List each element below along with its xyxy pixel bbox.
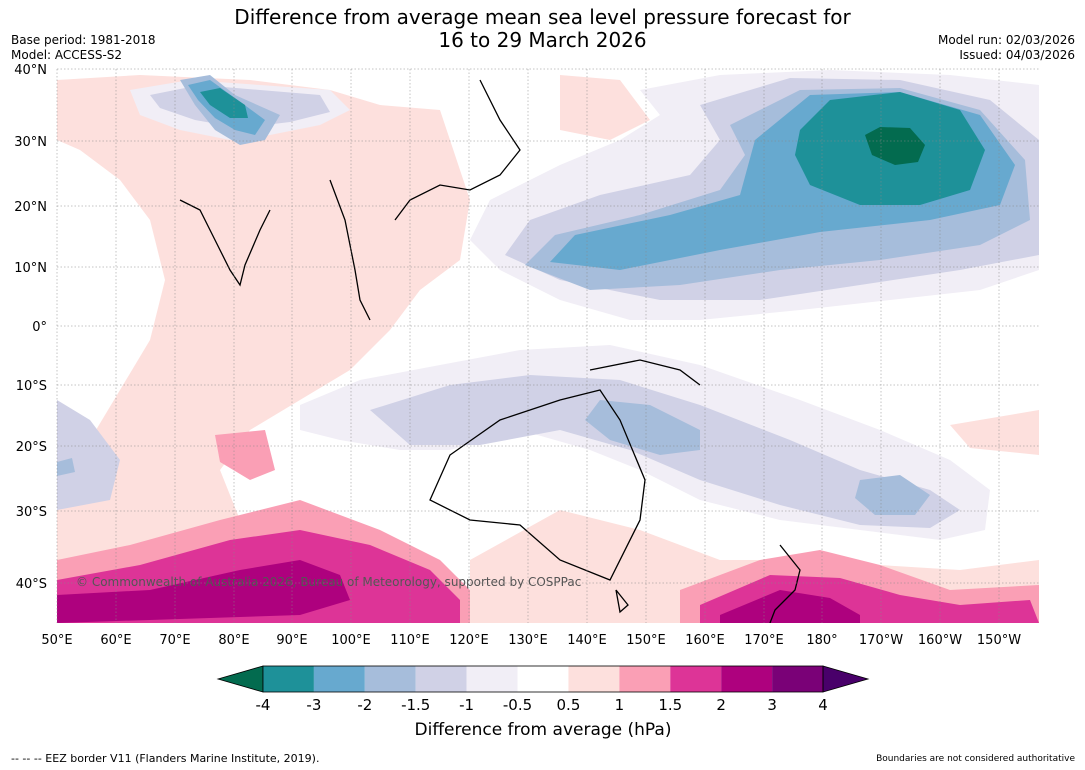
eez-note: -- -- -- EEZ border V11 (Flanders Marine… [11, 752, 320, 765]
colorbar-bin [619, 666, 671, 692]
colorbar-bin [313, 666, 365, 692]
colorbar-bin [670, 666, 722, 692]
lon-label: 160°E [685, 633, 725, 648]
colorbar-tick-label: 0.5 [557, 696, 581, 714]
colorbar: -4 -3 -2 -1.5 -1 -0.5 0.5 1 1.5 2 3 4 [216, 665, 870, 714]
lon-label: 60°E [100, 633, 131, 648]
colorbar-tick-label: -1 [459, 696, 474, 714]
colorbar-bin [466, 666, 518, 692]
issued-date: Issued: 04/03/2026 [959, 48, 1075, 62]
latitude-labels: 40°N 30°N 20°N 10°N 0° 10°S 20°S 30°S 40… [14, 63, 47, 592]
lon-label: 110°E [390, 633, 430, 648]
colorbar-frame [262, 665, 824, 693]
colorbar-tick-label: 4 [818, 696, 828, 714]
colorbar-bin [263, 666, 314, 692]
lon-label: 170°W [859, 633, 903, 648]
lat-label: 40°N [14, 63, 47, 78]
colorbar-bin [415, 666, 467, 692]
colorbar-bin [721, 666, 773, 692]
coastlines [179, 79, 801, 623]
lon-label: 140°E [567, 633, 607, 648]
title-line1: Difference from average mean sea level p… [234, 5, 851, 29]
colorbar-tick-label: -2 [357, 696, 372, 714]
lat-label: 0° [32, 320, 47, 335]
lon-label: 100°E [331, 633, 371, 648]
pressure-anomaly-field [57, 69, 1039, 623]
copyright-note: © Commonwealth of Australia 2026, Bureau… [76, 575, 581, 589]
lon-label: 90°E [276, 633, 307, 648]
graticule [56, 68, 1039, 623]
positive-anomaly-indian-ocean [57, 75, 470, 623]
positive-anomaly-north-pacific [560, 75, 650, 140]
title-line2: 16 to 29 March 2026 [438, 28, 647, 52]
lat-label: 40°S [16, 577, 47, 592]
lon-label: 180° [806, 633, 837, 648]
lon-label: 50°E [41, 633, 72, 648]
lon-label: 150°W [977, 633, 1021, 648]
lat-label: 10°N [14, 261, 47, 276]
colorbar-bin [364, 666, 416, 692]
lat-label: 20°S [16, 440, 47, 455]
colorbar-tick-label: 2 [716, 696, 726, 714]
colorbar-tick-label: -0.5 [503, 696, 532, 714]
colorbar-tick-label: -1.5 [401, 696, 430, 714]
lon-label: 170°E [744, 633, 784, 648]
colorbar-bin [517, 666, 569, 692]
colorbar-bin [568, 666, 620, 692]
lon-label: 150°E [626, 633, 666, 648]
base-period: Base period: 1981-2018 [11, 33, 156, 47]
longitude-labels: 50°E 60°E 70°E 80°E 90°E 100°E 110°E 120… [41, 633, 1021, 648]
colorbar-title: Difference from average (hPa) [414, 720, 672, 740]
lat-label: 30°S [16, 505, 47, 520]
lon-label: 160°W [918, 633, 962, 648]
colorbar-extend-high [822, 665, 870, 693]
colorbar-tick-label: -3 [306, 696, 321, 714]
lat-label: 20°N [14, 200, 47, 215]
positive-anomaly-east [950, 410, 1039, 455]
colorbar-tick-label: -4 [256, 696, 271, 714]
model-name: Model: ACCESS-S2 [11, 48, 123, 62]
colorbar-bin [772, 666, 823, 692]
colorbar-extend-low [216, 665, 264, 693]
lat-label: 10°S [16, 379, 47, 394]
lon-label: 120°E [449, 633, 489, 648]
model-run: Model run: 02/03/2026 [937, 33, 1075, 47]
colorbar-tick-label: 3 [767, 696, 777, 714]
lat-label: 30°N [14, 135, 47, 150]
colorbar-tick-label: 1.5 [658, 696, 682, 714]
lon-label: 70°E [159, 633, 190, 648]
colorbar-tick-label: 1 [615, 696, 625, 714]
lon-label: 80°E [218, 633, 249, 648]
boundary-disclaimer: Boundaries are not considered authoritat… [876, 754, 1075, 764]
lon-label: 130°E [508, 633, 548, 648]
